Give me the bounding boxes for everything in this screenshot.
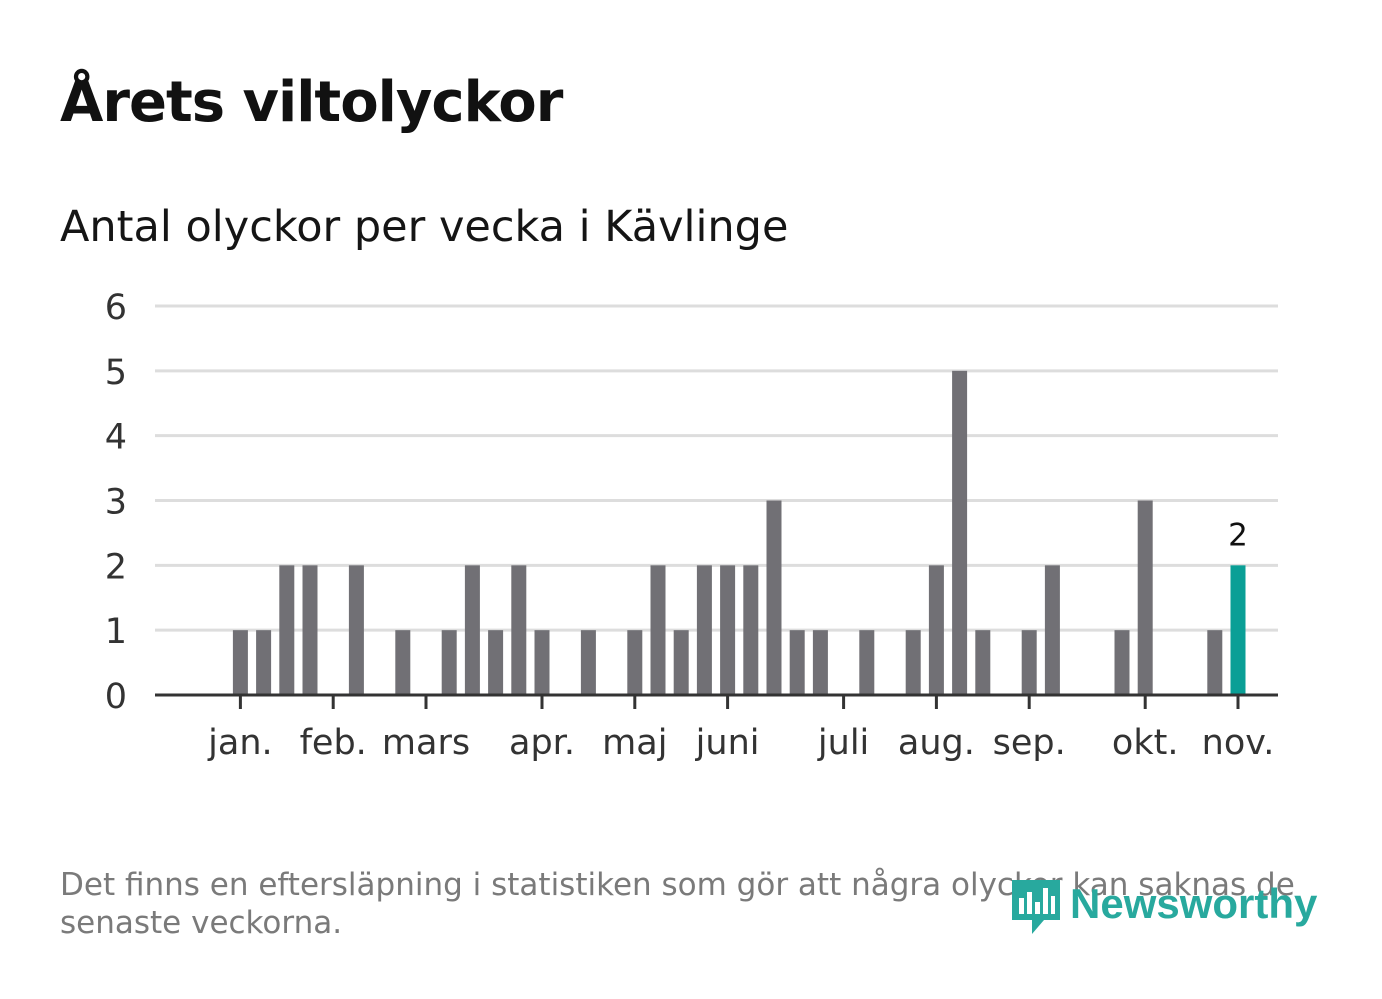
chart-subtitle: Antal olyckor per vecka i Kävlinge <box>60 202 789 252</box>
bar-week-24 <box>720 565 736 695</box>
x-tick-label-mars: mars <box>382 723 470 763</box>
newsworthy-logo: Newsworthy <box>1010 872 1317 936</box>
bar-week-5 <box>279 565 295 695</box>
chart-title: Årets viltolyckor <box>60 70 563 135</box>
bar-week-23 <box>696 565 712 695</box>
y-tick-label-3: 3 <box>105 483 127 523</box>
bar-week-26 <box>766 500 782 695</box>
y-tick-label-1: 1 <box>105 612 127 652</box>
annotations: 2 <box>1228 517 1248 553</box>
bar-week-16 <box>534 630 550 695</box>
bar-week-12 <box>441 630 457 695</box>
bar-week-25 <box>743 565 759 695</box>
bar-week-42 <box>1137 500 1153 695</box>
x-tick-label-aug: aug. <box>898 723 975 763</box>
bar-week-8 <box>348 565 364 695</box>
y-tick-label-0: 0 <box>105 677 127 717</box>
bar-week-38 <box>1044 565 1060 695</box>
highlight-data-label: 2 <box>1228 517 1248 553</box>
bar-week-35 <box>975 630 991 695</box>
y-axis-labels: 0 1 2 3 4 5 6 <box>105 288 127 717</box>
y-tick-label-6: 6 <box>105 288 127 328</box>
bar-week-41 <box>1114 630 1130 695</box>
bar-week-27 <box>789 630 805 695</box>
bar-week-30 <box>859 630 875 695</box>
x-tick-label-maj: maj <box>602 723 667 763</box>
x-tick-label-juni: juni <box>695 723 760 763</box>
bar-week-4 <box>256 630 272 695</box>
bar-week-32 <box>905 630 921 695</box>
bar-week-14 <box>488 630 504 695</box>
y-tick-label-4: 4 <box>105 418 127 458</box>
bar-week-10 <box>395 630 411 695</box>
bar-week-13 <box>464 565 480 695</box>
bar-week-3 <box>232 630 248 695</box>
x-tick-label-sep: sep. <box>993 723 1066 763</box>
bar-week-21 <box>650 565 666 695</box>
bar-week-45 <box>1207 630 1223 695</box>
bar-week-46 <box>1230 565 1246 695</box>
bar-week-18 <box>580 630 596 695</box>
bar-week-20 <box>627 630 643 695</box>
bar-week-37 <box>1021 630 1037 695</box>
x-tick-label-feb: feb. <box>300 723 367 763</box>
bar-week-34 <box>952 370 968 695</box>
bar-week-15 <box>511 565 527 695</box>
x-tick-label-juli: juli <box>817 723 869 763</box>
x-tick-label-apr: apr. <box>509 723 575 763</box>
footnote: Det finns en eftersläpning i statistiken… <box>60 867 1295 941</box>
newsworthy-logo-icon <box>1012 880 1060 934</box>
x-tick-label-jan: jan. <box>207 723 272 763</box>
bar-week-6 <box>302 565 318 695</box>
bars <box>232 370 1246 695</box>
x-axis: jan. feb. mars apr. maj juni juli aug. sep. okt. n… <box>155 693 1278 763</box>
newsworthy-logo-text: Newsworthy <box>1070 880 1318 927</box>
x-tick-label-nov: nov. <box>1202 723 1275 763</box>
y-tick-label-5: 5 <box>105 353 127 393</box>
y-tick-label-2: 2 <box>105 547 127 587</box>
bar-week-28 <box>812 630 828 695</box>
bar-week-33 <box>928 565 944 695</box>
bar-week-22 <box>673 630 689 695</box>
grid-lines <box>155 304 1278 632</box>
x-tick-label-okt: okt. <box>1112 723 1179 763</box>
